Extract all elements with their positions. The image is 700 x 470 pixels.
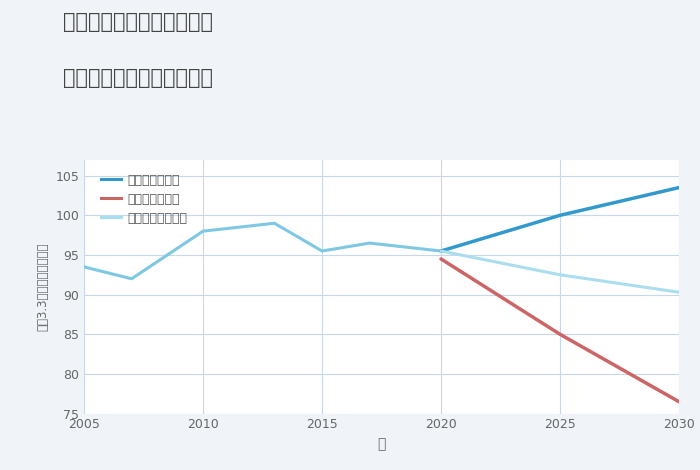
Text: 兵庫県神戸市西区北山台の: 兵庫県神戸市西区北山台の [63, 12, 213, 32]
Text: 中古マンションの価格推移: 中古マンションの価格推移 [63, 68, 213, 88]
ノーマルシナリオ [556, 272, 564, 278]
グッドシナリオ [675, 185, 683, 190]
ノーマルシナリオ [437, 248, 445, 254]
Line: ノーマルシナリオ: ノーマルシナリオ [441, 251, 679, 292]
バッドシナリオ [437, 256, 445, 262]
グッドシナリオ [556, 212, 564, 218]
グッドシナリオ [437, 248, 445, 254]
ノーマルシナリオ [675, 290, 683, 295]
Legend: グッドシナリオ, バッドシナリオ, ノーマルシナリオ: グッドシナリオ, バッドシナリオ, ノーマルシナリオ [96, 169, 192, 230]
Line: グッドシナリオ: グッドシナリオ [441, 188, 679, 251]
Y-axis label: 坪（3.3㎡）単価（万円）: 坪（3.3㎡）単価（万円） [36, 243, 50, 331]
バッドシナリオ [556, 331, 564, 337]
バッドシナリオ [675, 399, 683, 405]
Line: バッドシナリオ: バッドシナリオ [441, 259, 679, 402]
X-axis label: 年: 年 [377, 437, 386, 451]
